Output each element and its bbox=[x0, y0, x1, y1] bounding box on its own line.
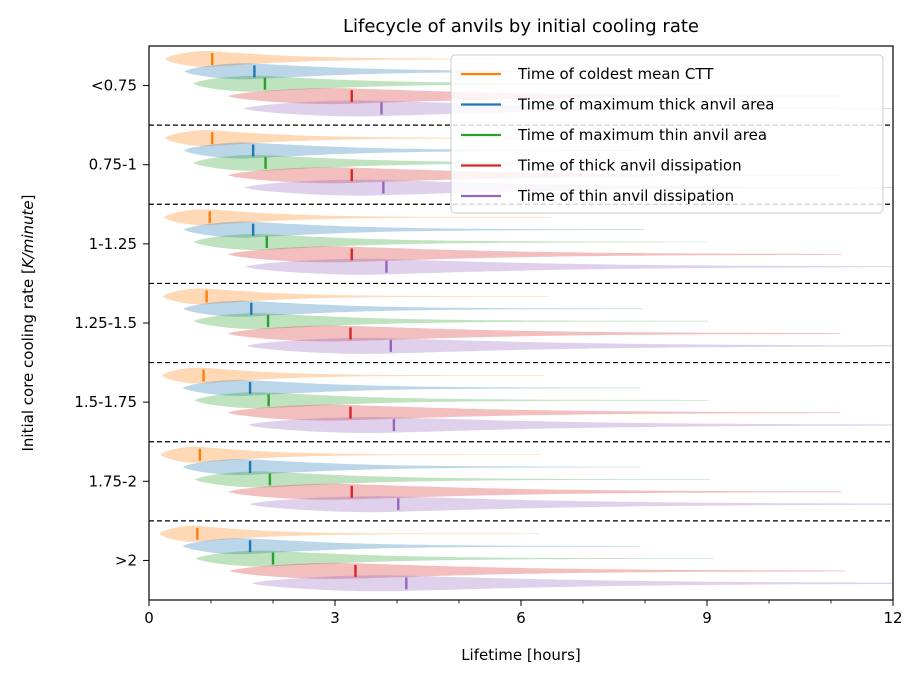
violin-body bbox=[184, 142, 644, 159]
violin-body bbox=[183, 459, 641, 476]
legend-entries: Time of coldest mean CTT Time of maximum … bbox=[461, 65, 774, 205]
violin-body bbox=[160, 446, 541, 463]
violin-body bbox=[247, 337, 894, 354]
violin-body bbox=[161, 367, 545, 384]
legend: Time of coldest mean CTT Time of maximum … bbox=[450, 54, 884, 214]
y-tick-label: 1.5-1.75 bbox=[74, 393, 137, 411]
y-axis-label: Initial core cooling rate [K/minute] bbox=[19, 194, 37, 451]
violin-body bbox=[228, 483, 842, 500]
violin-body bbox=[183, 538, 641, 555]
y-tick-label: >2 bbox=[115, 551, 137, 569]
y-axis-label-suffix: ] bbox=[19, 194, 37, 200]
violin-body bbox=[245, 258, 894, 275]
violin-body bbox=[193, 154, 706, 171]
violin-body bbox=[159, 525, 539, 542]
y-tick-label: 1.25-1.5 bbox=[74, 314, 137, 332]
legend-label: Time of maximum thin anvil area bbox=[517, 126, 767, 144]
x-tick-label: 6 bbox=[516, 609, 526, 627]
x-axis-label: Lifetime [hours] bbox=[461, 646, 581, 664]
x-tick-label: 9 bbox=[702, 609, 712, 627]
violin-body bbox=[164, 130, 554, 147]
y-tick-label: <0.75 bbox=[91, 77, 137, 95]
violin-body bbox=[248, 417, 893, 433]
x-axis: 0 3 6 9 12 bbox=[144, 600, 903, 627]
violin-body bbox=[252, 575, 893, 592]
y-tick-label: 1.75-2 bbox=[89, 472, 137, 490]
chart-title: Lifecycle of anvils by initial cooling r… bbox=[343, 16, 699, 37]
violin-body bbox=[183, 300, 642, 317]
y-axis-label-prefix: Initial core cooling rate [ bbox=[19, 268, 37, 451]
marker-layer bbox=[196, 52, 408, 590]
violin-body bbox=[164, 51, 554, 67]
violin-body bbox=[194, 392, 709, 409]
x-tick-label: 12 bbox=[883, 609, 902, 627]
violin-body bbox=[229, 562, 846, 579]
y-axis-label-unit: K/minute bbox=[19, 200, 37, 268]
legend-label: Time of thin anvil dissipation bbox=[517, 187, 734, 205]
violin-body bbox=[184, 63, 645, 80]
x-tick-label: 3 bbox=[330, 609, 340, 627]
violin-body bbox=[228, 325, 841, 342]
violin-body bbox=[228, 404, 841, 421]
violin-body bbox=[193, 75, 706, 92]
violin-body bbox=[195, 471, 711, 488]
violin-body bbox=[228, 246, 842, 263]
violin-body bbox=[164, 209, 551, 226]
violin-body bbox=[183, 379, 641, 396]
violin-body bbox=[163, 288, 548, 305]
y-tick-label: 1-1.25 bbox=[89, 235, 137, 253]
legend-label: Time of coldest mean CTT bbox=[517, 65, 714, 83]
violin-body bbox=[194, 313, 709, 330]
violin-body bbox=[196, 550, 714, 567]
x-tick-label: 0 bbox=[144, 609, 154, 627]
legend-box bbox=[450, 54, 884, 214]
violin-body bbox=[193, 234, 707, 250]
y-axis: >2 1.75-2 1.5-1.75 1.25-1.5 1-1.25 0.75-1 <0.7… bbox=[74, 77, 149, 569]
legend-label: Time of maximum thick anvil area bbox=[517, 96, 774, 114]
violin-body bbox=[249, 496, 893, 513]
violin-body bbox=[184, 221, 644, 238]
legend-label: Time of thick anvil dissipation bbox=[517, 157, 742, 175]
y-tick-label: 0.75-1 bbox=[89, 156, 137, 174]
